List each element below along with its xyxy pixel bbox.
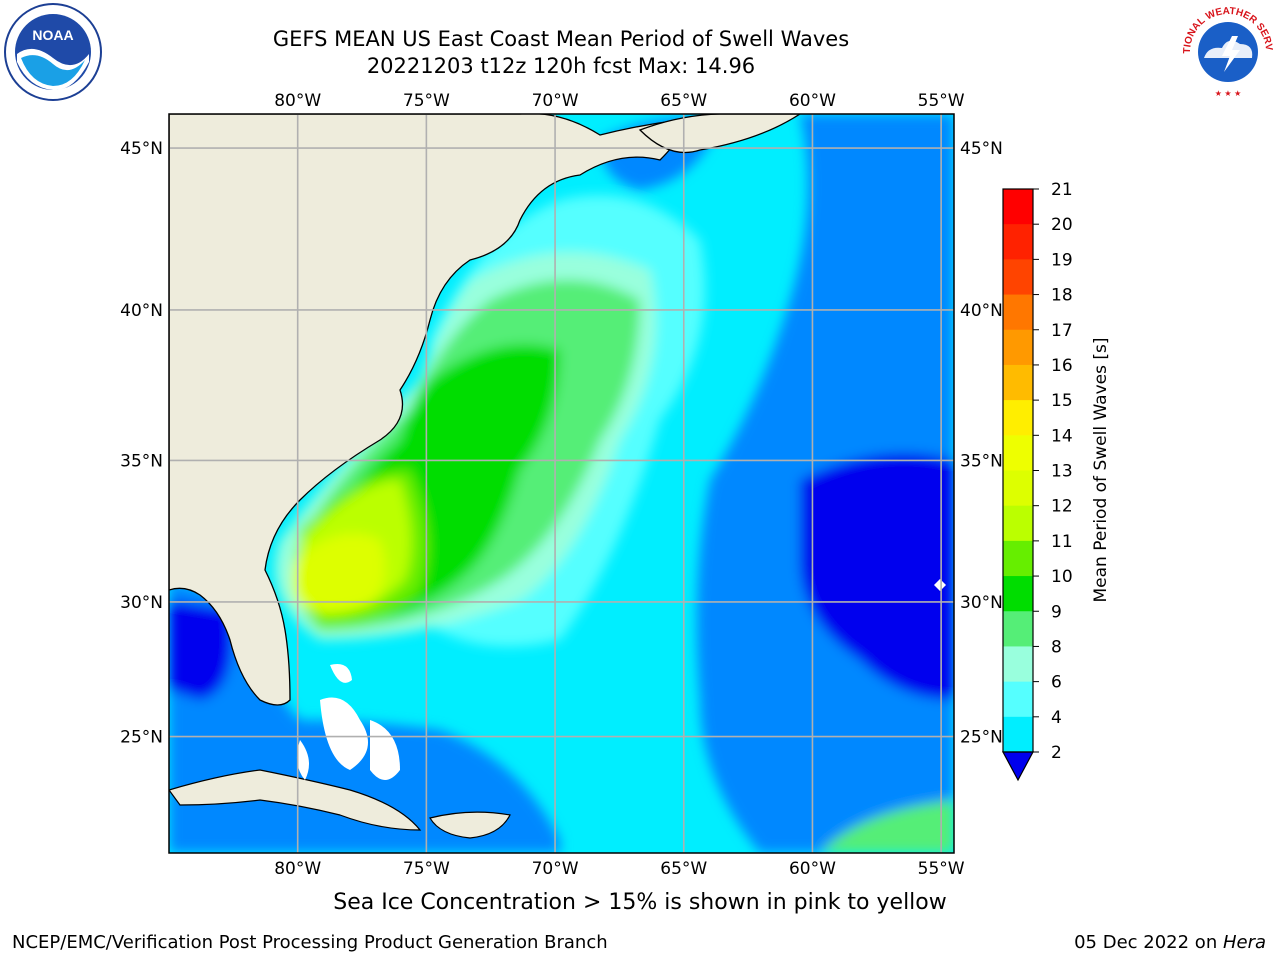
lon-label-bottom: 70°W xyxy=(532,859,579,879)
colorbar-segment xyxy=(1003,540,1033,577)
colorbar-tick-label: 15 xyxy=(1051,391,1073,411)
nws-logo-icon: NATIONAL WEATHER SERVICE ★ ★ ★ xyxy=(1178,2,1275,99)
bahamas-patches xyxy=(296,664,400,780)
colorbar-under-arrow xyxy=(1001,751,1035,782)
colorbar-tick-label: 4 xyxy=(1051,708,1062,728)
lon-label-top: 60°W xyxy=(789,91,836,111)
lat-label-left: 35°N xyxy=(120,451,163,471)
colorbar-tick-label: 10 xyxy=(1051,567,1073,587)
lon-label-bottom: 80°W xyxy=(274,859,321,879)
colorbar-tick-label: 11 xyxy=(1051,532,1073,552)
colorbar-segment xyxy=(1003,294,1033,331)
footer-machine: Hera xyxy=(1222,932,1266,953)
colorbar-segment xyxy=(1003,329,1033,366)
noaa-logo-icon: NOAA xyxy=(4,3,102,101)
lon-label-top: 70°W xyxy=(532,91,579,111)
gridlines xyxy=(169,114,954,853)
colorbar-tick-label: 13 xyxy=(1051,462,1073,482)
colorbar: 21 20 19 18 17 16 15 14 13 12 11 10 9 8 6 4 2 xyxy=(1001,180,1073,782)
lat-labels-right: 45°N 40°N 35°N 30°N 25°N xyxy=(960,139,1003,747)
colorbar-segment xyxy=(1003,364,1033,401)
lon-label-top: 75°W xyxy=(403,91,450,111)
colorbar-tick-label: 18 xyxy=(1051,286,1073,306)
colorbar-segment xyxy=(1003,189,1033,225)
colorbar-segment xyxy=(1003,224,1033,260)
footer-credit: NCEP/EMC/Verification Post Processing Pr… xyxy=(12,932,608,953)
land-cuba xyxy=(169,769,422,831)
lat-label-left: 40°N xyxy=(120,301,163,321)
lat-label-right: 40°N xyxy=(960,301,1003,321)
lon-label-bottom: 65°W xyxy=(660,859,707,879)
footer-date-text: 05 Dec 2022 on xyxy=(1074,932,1223,953)
lon-label-bottom: 75°W xyxy=(403,859,450,879)
colorbar-segment xyxy=(1003,505,1033,542)
lon-label-top: 55°W xyxy=(918,91,965,111)
lat-labels-left: 45°N 40°N 35°N 30°N 25°N xyxy=(120,139,163,747)
colorbar-tick-label: 21 xyxy=(1051,180,1073,200)
colorbar-segment xyxy=(1003,576,1033,612)
colorbar-tick-label: 2 xyxy=(1051,743,1062,763)
chart-subtitle: 20221203 t12z 120h fcst Max: 14.96 xyxy=(366,54,756,78)
colorbar-segment xyxy=(1003,646,1033,683)
lat-label-left: 25°N xyxy=(120,728,163,748)
lon-label-bottom: 55°W xyxy=(918,859,965,879)
lat-label-right: 45°N xyxy=(960,139,1003,159)
lon-label-top: 80°W xyxy=(274,91,321,111)
colorbar-tick-label: 19 xyxy=(1051,250,1073,270)
footer-date: 05 Dec 2022 on Hera xyxy=(1074,932,1266,953)
colorbar-segment xyxy=(1003,681,1033,718)
chart-title: GEFS MEAN US East Coast Mean Period of S… xyxy=(272,27,850,51)
lon-label-top: 65°W xyxy=(660,91,707,111)
lat-label-left: 45°N xyxy=(120,139,163,159)
colorbar-segment xyxy=(1003,400,1033,436)
colorbar-segment xyxy=(1003,611,1033,647)
colorbar-segment xyxy=(1003,716,1033,753)
svg-text:★ ★ ★: ★ ★ ★ xyxy=(1215,89,1242,98)
colorbar-segment xyxy=(1003,470,1033,507)
noaa-logo-text: NOAA xyxy=(32,27,73,43)
colorbar-tick-label: 20 xyxy=(1051,215,1073,235)
lon-labels-bottom: 80°W 75°W 70°W 65°W 60°W 55°W xyxy=(274,859,965,879)
land-nova-scotia xyxy=(638,114,802,154)
sea-ice-note: Sea Ice Concentration > 15% is shown in … xyxy=(333,890,947,915)
colorbar-label: Mean Period of Swell Waves [s] xyxy=(1091,338,1111,603)
colorbar-tick-label: 16 xyxy=(1051,356,1073,376)
colorbar-tick-label: 8 xyxy=(1051,637,1062,657)
lon-labels-top: 80°W 75°W 70°W 65°W 60°W 55°W xyxy=(274,91,965,111)
colorbar-tick-label: 17 xyxy=(1051,321,1073,341)
colorbar-segment xyxy=(1003,259,1033,296)
white-spot xyxy=(934,579,946,591)
lon-label-bottom: 60°W xyxy=(789,859,836,879)
colorbar-tick-label: 12 xyxy=(1051,497,1073,517)
land-hispaniola xyxy=(429,811,511,839)
lat-label-left: 30°N xyxy=(120,593,163,613)
lat-label-right: 35°N xyxy=(960,451,1003,471)
colorbar-tick-label: 14 xyxy=(1051,426,1073,446)
colorbar-tick-label: 6 xyxy=(1051,673,1062,693)
colorbar-tick-label: 9 xyxy=(1051,602,1062,622)
lat-label-right: 30°N xyxy=(960,593,1003,613)
map-frame xyxy=(168,113,955,854)
lat-label-right: 25°N xyxy=(960,728,1003,748)
colorbar-segment xyxy=(1003,435,1033,471)
map-panel xyxy=(169,114,954,853)
